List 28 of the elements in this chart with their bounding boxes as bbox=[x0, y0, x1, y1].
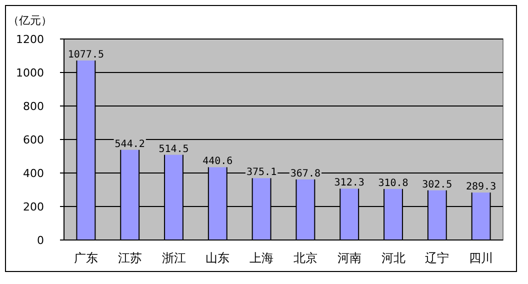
y-axis-title: （亿元） bbox=[8, 14, 52, 27]
data-label: 289.3 bbox=[466, 182, 496, 193]
data-label: 310.8 bbox=[378, 178, 408, 189]
data-label: 302.5 bbox=[422, 179, 452, 190]
x-tick-label: 江苏 bbox=[118, 251, 142, 265]
data-label: 1077.5 bbox=[68, 50, 104, 61]
y-tick-label: 600 bbox=[23, 134, 44, 146]
y-tick-label: 400 bbox=[23, 167, 44, 180]
x-tick-label: 浙江 bbox=[162, 251, 186, 265]
data-label: 544.2 bbox=[114, 138, 145, 150]
x-tick-label: 山东 bbox=[206, 251, 230, 265]
y-tick-label: 0 bbox=[37, 234, 44, 247]
x-tick-label: 广东 bbox=[74, 251, 98, 265]
y-tick-label: 1000 bbox=[16, 66, 44, 80]
x-tick-label: 四川 bbox=[469, 251, 494, 265]
data-label: 367.8 bbox=[290, 168, 321, 180]
data-label: 514.5 bbox=[158, 144, 189, 155]
data-label: 312.3 bbox=[334, 178, 364, 189]
x-tick-label: 上海 bbox=[250, 251, 274, 265]
data-label: 375.1 bbox=[246, 167, 277, 178]
x-tick-label: 河南 bbox=[337, 251, 362, 265]
x-tick-label: 辽宁 bbox=[425, 251, 450, 265]
y-tick-label: 200 bbox=[23, 200, 44, 214]
y-tick-label: 1200 bbox=[16, 33, 44, 46]
data-label: 440.6 bbox=[202, 156, 233, 168]
x-tick-label: 河北 bbox=[381, 251, 406, 265]
y-tick-label: 800 bbox=[23, 100, 44, 113]
x-tick-label: 北京 bbox=[293, 251, 318, 265]
